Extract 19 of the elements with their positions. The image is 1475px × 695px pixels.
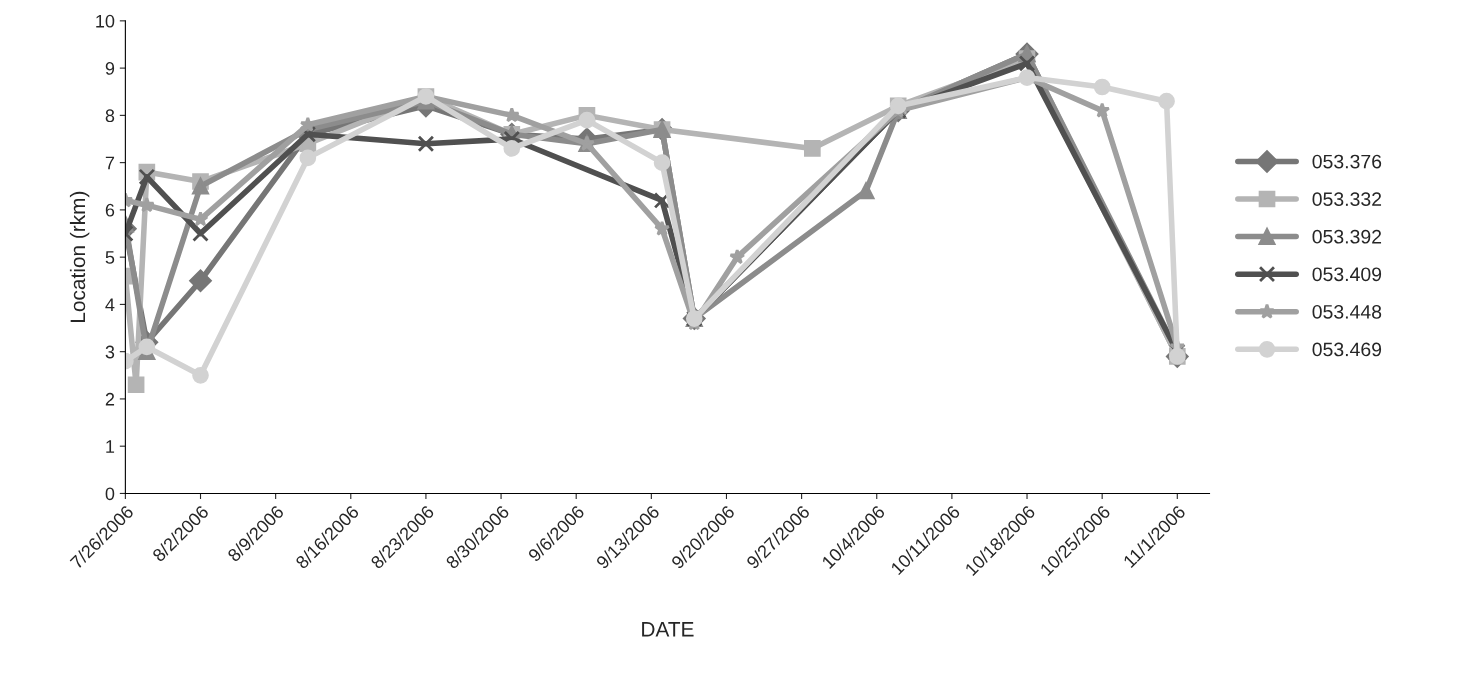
legend-label: 053.332	[1312, 192, 1382, 207]
y-tick-label: 10	[96, 14, 115, 28]
y-tick-label: 6	[105, 203, 115, 217]
legend-label: 053.448	[1312, 304, 1382, 319]
x-axis-title: DATE	[642, 622, 694, 637]
y-tick-label: 9	[105, 62, 115, 75]
y-tick-label: 3	[105, 345, 115, 359]
legend-label: 053.376	[1312, 154, 1382, 169]
y-tick-label: 4	[105, 298, 115, 311]
y-tick-label: 7	[105, 156, 115, 170]
y-tick-label: 8	[105, 109, 115, 123]
y-tick-label: 1	[106, 440, 115, 453]
y-tick-label: 2	[105, 392, 115, 406]
y-tick-label: 5	[105, 251, 115, 264]
legend-label: 053.469	[1312, 342, 1382, 357]
legend-label: 053.409	[1312, 267, 1382, 282]
y-axis-title: Location (rkm)	[69, 191, 90, 323]
legend-label: 053.392	[1312, 229, 1382, 244]
y-tick-label: 0	[105, 487, 115, 501]
